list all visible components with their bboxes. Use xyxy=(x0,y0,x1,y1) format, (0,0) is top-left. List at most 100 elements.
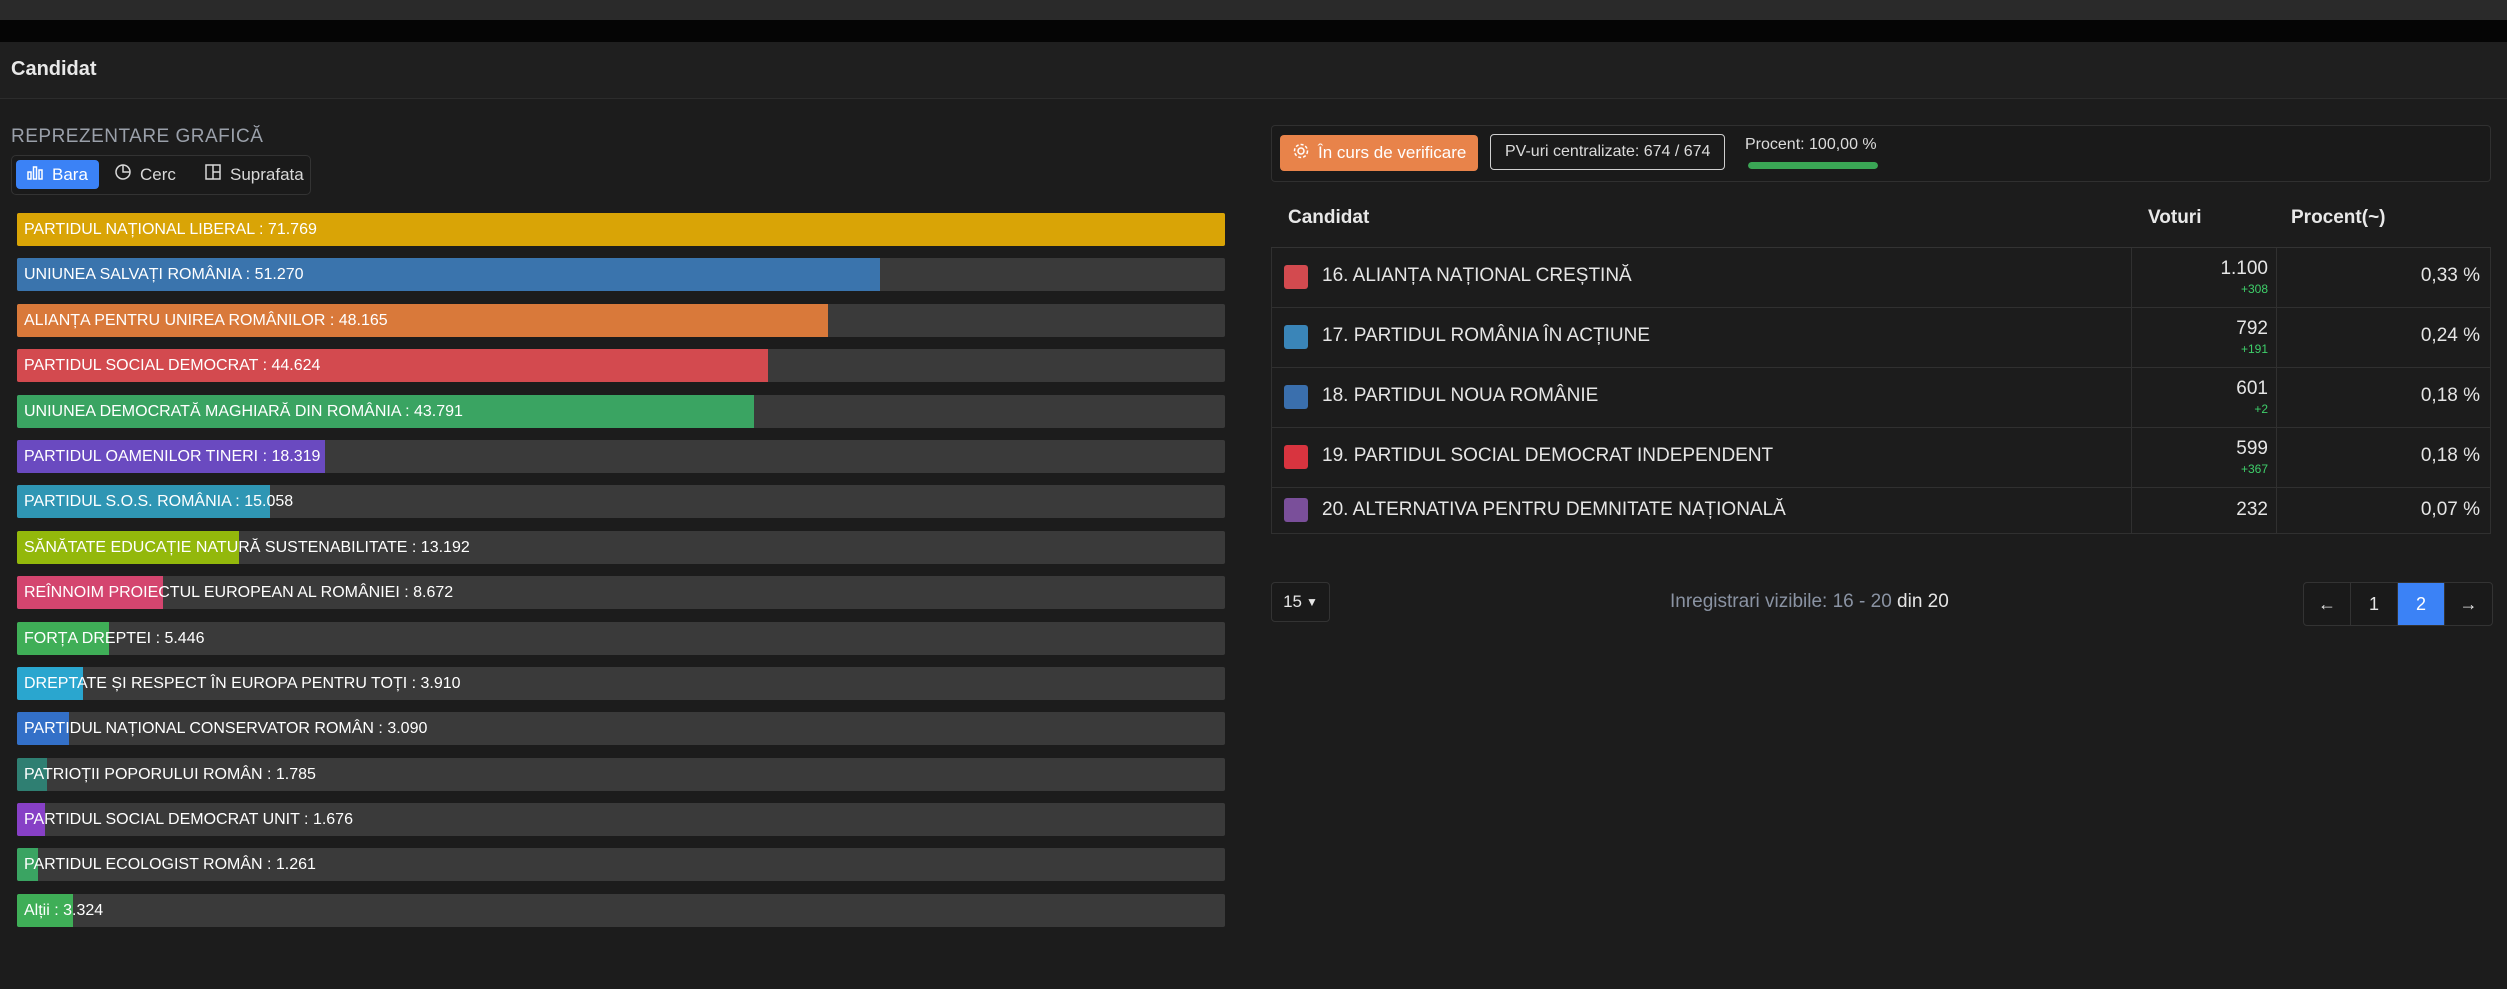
table-row[interactable]: 19. PARTIDUL SOCIAL DEMOCRAT INDEPENDENT… xyxy=(1271,428,2491,488)
table-header: Candidat Voturi Procent(~) xyxy=(1271,190,2491,248)
party-color-swatch xyxy=(1284,265,1308,289)
votes-value: 232 xyxy=(2236,499,2268,520)
visible-records-info: Inregistrari vizibile: 16 - 20 din 20 xyxy=(1670,591,1949,613)
party-color-swatch xyxy=(1284,385,1308,409)
pie-view-button[interactable]: Cerc xyxy=(104,160,189,189)
prev-page-button[interactable]: ← xyxy=(2304,583,2351,625)
bar-label: PARTIDUL ECOLOGIST ROMÂN : 1.261 xyxy=(24,856,316,874)
bar-label: PATRIOȚII POPORULUI ROMÂN : 1.785 xyxy=(24,765,316,783)
bar-row: PARTIDUL NAȚIONAL CONSERVATOR ROMÂN : 3.… xyxy=(17,712,1225,746)
page-title: Candidat xyxy=(11,58,97,80)
bar[interactable] xyxy=(17,893,73,927)
column-divider xyxy=(2131,248,2132,307)
status-bar: În curs de verificare PV-uri centralizat… xyxy=(1271,125,2491,182)
percent-value: 0,24 % xyxy=(2420,325,2480,346)
bar-label: PARTIDUL SOCIAL DEMOCRAT : 44.624 xyxy=(24,357,321,375)
bar-label: UNIUNEA SALVAȚI ROMÂNIA : 51.270 xyxy=(24,266,304,284)
party-color-swatch xyxy=(1284,498,1308,522)
column-votes[interactable]: Voturi xyxy=(2148,207,2202,228)
table-row[interactable]: 17. PARTIDUL ROMÂNIA ÎN ACȚIUNE 792 +191… xyxy=(1271,308,2491,368)
bar[interactable] xyxy=(17,757,48,791)
bar-label: ALIANȚA PENTRU UNIREA ROMÂNILOR : 48.165 xyxy=(24,311,388,329)
party-color-swatch xyxy=(1284,445,1308,469)
page-1-button[interactable]: 1 xyxy=(2351,583,2398,625)
pagination: ← 1 2 → xyxy=(2303,582,2493,626)
bar-row: ALIANȚA PENTRU UNIREA ROMÂNILOR : 48.165 xyxy=(17,303,1225,337)
bar[interactable] xyxy=(17,303,828,337)
percent-progress xyxy=(1748,162,1878,169)
bar[interactable] xyxy=(17,666,83,700)
bar-row: UNIUNEA DEMOCRATĂ MAGHIARĂ DIN ROMÂNIA :… xyxy=(17,394,1225,428)
bar-label: PARTIDUL SOCIAL DEMOCRAT UNIT : 1.676 xyxy=(24,811,353,829)
column-candidate[interactable]: Candidat xyxy=(1288,207,1370,228)
page-2-button[interactable]: 2 xyxy=(2398,583,2445,625)
table-row[interactable]: 20. ALTERNATIVA PENTRU DEMNITATE NAȚIONA… xyxy=(1271,488,2491,534)
column-divider xyxy=(2131,308,2132,367)
bar-row: DREPTATE ȘI RESPECT ÎN EUROPA PENTRU TOȚ… xyxy=(17,666,1225,700)
bar-chart-icon xyxy=(26,163,44,186)
percent-progress-fill xyxy=(1748,162,1878,169)
bar-chart: PARTIDUL NAȚIONAL LIBERAL : 71.769 UNIUNE… xyxy=(17,213,1225,939)
chart-type-toggle: Bara Cerc Suprafata xyxy=(11,155,311,195)
page-size-select[interactable]: 15 ▼ xyxy=(1271,582,1330,622)
bar-label: DREPTATE ȘI RESPECT ÎN EUROPA PENTRU TOȚ… xyxy=(24,674,461,692)
percent-value: 0,18 % xyxy=(2420,445,2480,466)
top-divider xyxy=(0,20,2507,42)
bar-row: UNIUNEA SALVAȚI ROMÂNIA : 51.270 xyxy=(17,258,1225,292)
next-page-button[interactable]: → xyxy=(2459,593,2478,614)
table-row[interactable]: 18. PARTIDUL NOUA ROMÂNIE 601 +2 0,18 % xyxy=(1271,368,2491,428)
votes-delta: +308 xyxy=(2240,282,2268,296)
treemap-view-button[interactable]: Suprafata xyxy=(194,160,306,189)
bar[interactable] xyxy=(17,394,755,428)
page-size-value: 15 xyxy=(1283,592,1303,611)
pie-view-label: Cerc xyxy=(140,164,176,184)
votes-delta: +191 xyxy=(2240,342,2268,356)
bar[interactable] xyxy=(17,576,163,610)
votes-value: 792 xyxy=(2236,318,2268,339)
column-divider xyxy=(2131,488,2132,533)
column-divider xyxy=(2276,308,2277,367)
bar[interactable] xyxy=(17,621,109,655)
bar-row: Alții : 3.324 xyxy=(17,893,1225,927)
bar-label: FORȚA DREPTEI : 5.446 xyxy=(24,629,205,647)
bar[interactable] xyxy=(17,712,69,746)
table-row[interactable]: 16. ALIANȚA NAȚIONAL CREȘTINĂ 1.100 +308… xyxy=(1271,248,2491,308)
treemap-icon xyxy=(204,163,222,186)
caret-down-icon: ▼ xyxy=(1306,595,1318,609)
bar[interactable] xyxy=(17,258,880,292)
column-divider xyxy=(2131,428,2132,487)
bar-row: FORȚA DREPTEI : 5.446 xyxy=(17,621,1225,655)
bar-label: SĂNĂTATE EDUCAȚIE NATURĂ SUSTENABILITATE… xyxy=(24,538,470,556)
column-percent[interactable]: Procent(~) xyxy=(2291,207,2386,228)
votes-value: 599 xyxy=(2236,438,2268,459)
chart-section-label: REPREZENTARE GRAFICĂ xyxy=(11,126,264,147)
bar-row: PARTIDUL NAȚIONAL LIBERAL : 71.769 xyxy=(17,213,1225,246)
bar-row: PARTIDUL S.O.S. ROMÂNIA : 15.058 xyxy=(17,485,1225,519)
bar[interactable] xyxy=(17,439,326,473)
status-badge-label: În curs de verificare xyxy=(1318,143,1467,162)
top-strip xyxy=(0,0,2507,20)
bar-row: PATRIOȚII POPORULUI ROMÂN : 1.785 xyxy=(17,757,1225,791)
records-range: Inregistrari vizibile: 16 - 20 xyxy=(1670,591,1892,612)
results-table: Candidat Voturi Procent(~) 16. ALIANȚA N… xyxy=(1271,190,2491,534)
bar-label: PARTIDUL NAȚIONAL CONSERVATOR ROMÂN : 3.… xyxy=(24,720,428,738)
party-name: 17. PARTIDUL ROMÂNIA ÎN ACȚIUNE xyxy=(1322,325,1651,346)
bar-label: UNIUNEA DEMOCRATĂ MAGHIARĂ DIN ROMÂNIA :… xyxy=(24,402,463,420)
bar[interactable] xyxy=(17,349,769,383)
bar[interactable] xyxy=(17,803,46,837)
bar-label: PARTIDUL S.O.S. ROMÂNIA : 15.058 xyxy=(24,493,294,511)
verification-status-badge: În curs de verificare xyxy=(1280,135,1479,171)
bar[interactable] xyxy=(17,848,39,882)
bar-label: PARTIDUL OAMENILOR TINERI : 18.319 xyxy=(24,447,321,465)
treemap-view-label: Suprafata xyxy=(230,164,304,184)
bar[interactable] xyxy=(17,485,271,519)
column-divider xyxy=(2276,488,2277,533)
bar[interactable] xyxy=(17,213,1225,246)
bar[interactable] xyxy=(17,530,240,564)
bar-label: PARTIDUL NAȚIONAL LIBERAL : 71.769 xyxy=(24,221,317,238)
gear-icon xyxy=(1292,142,1310,165)
bar-row: PARTIDUL SOCIAL DEMOCRAT : 44.624 xyxy=(17,349,1225,383)
party-name: 20. ALTERNATIVA PENTRU DEMNITATE NAȚIONA… xyxy=(1322,499,1786,520)
bar-view-button[interactable]: Bara xyxy=(16,160,99,189)
bar-label: Alții : 3.324 xyxy=(24,901,104,919)
